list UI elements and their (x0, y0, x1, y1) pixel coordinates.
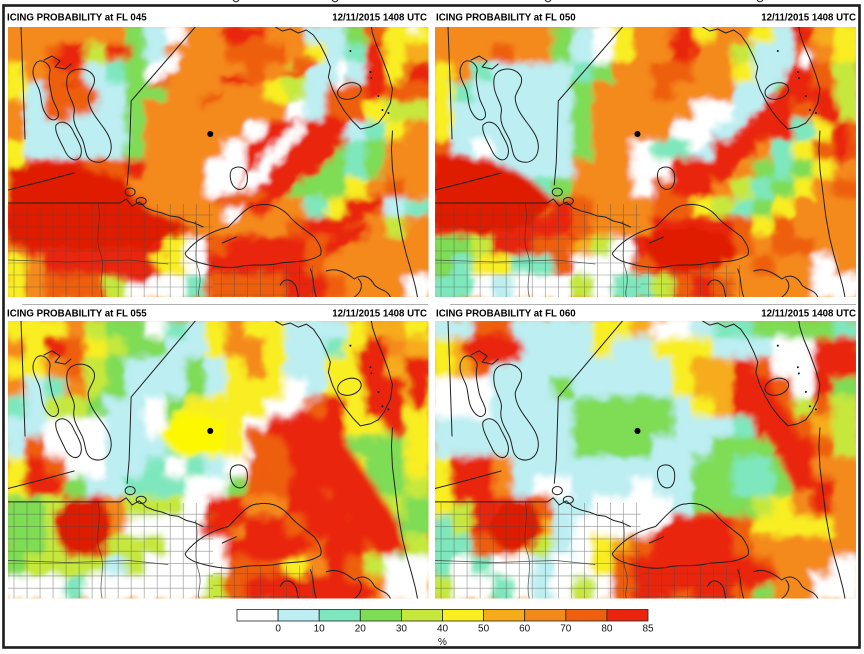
svg-text:50: 50 (478, 624, 490, 635)
svg-text:85: 85 (642, 624, 654, 635)
svg-text:12/11/2015 1408 UTC: 12/11/2015 1408 UTC (761, 13, 856, 24)
svg-text:ICING PROBABILITY at FL 060: ICING PROBABILITY at FL 060 (436, 309, 576, 320)
svg-text:70: 70 (560, 624, 572, 635)
svg-text:12/11/2015 1408 UTC: 12/11/2015 1408 UTC (332, 13, 427, 24)
svg-text:ICING PROBABILITY at FL 050: ICING PROBABILITY at FL 050 (436, 13, 576, 24)
svg-text:ICING PROBABILITY at FL 055: ICING PROBABILITY at FL 055 (7, 309, 147, 320)
svg-text:30: 30 (396, 624, 408, 635)
svg-text:80: 80 (601, 624, 613, 635)
svg-text:10: 10 (314, 624, 326, 635)
svg-text:12/11/2015 1408 UTC: 12/11/2015 1408 UTC (332, 309, 427, 320)
svg-text:%: % (438, 637, 447, 648)
svg-text:60: 60 (519, 624, 531, 635)
svg-text:40: 40 (437, 624, 449, 635)
svg-text:12/11/2015 1408 UTC: 12/11/2015 1408 UTC (761, 309, 856, 320)
svg-text:0: 0 (275, 624, 281, 635)
svg-text:ICING PROBABILITY at FL 045: ICING PROBABILITY at FL 045 (7, 13, 147, 24)
svg-text:20: 20 (355, 624, 367, 635)
